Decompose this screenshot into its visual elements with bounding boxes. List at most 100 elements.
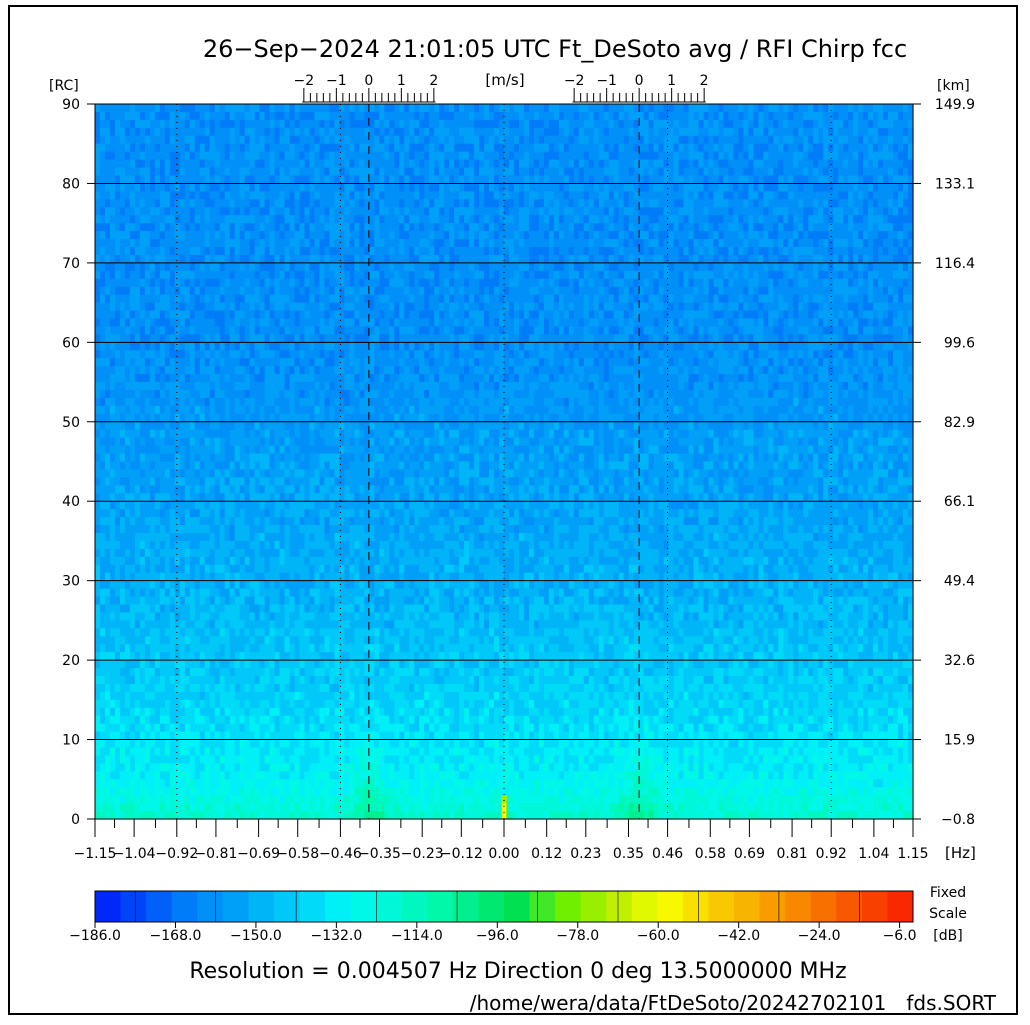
heatmap-cell	[174, 183, 181, 192]
heatmap-cell	[713, 334, 720, 343]
heatmap-cell	[454, 326, 460, 335]
heatmap-cell	[808, 183, 814, 192]
heatmap-cell	[404, 239, 410, 248]
heatmap-cell	[683, 318, 690, 328]
heatmap-cell	[553, 159, 560, 169]
heatmap-cell	[489, 191, 495, 200]
heatmap-cell	[618, 111, 625, 121]
heatmap-cell	[434, 104, 440, 113]
heatmap-cell	[738, 215, 745, 224]
heatmap-cell	[638, 326, 645, 335]
heatmap-cell	[284, 159, 291, 169]
heatmap-cell	[459, 199, 465, 208]
heatmap-cell	[309, 143, 316, 153]
heatmap-cell	[444, 310, 450, 320]
heatmap-cell	[474, 326, 480, 335]
heatmap-cell	[563, 119, 570, 129]
heatmap-cell	[194, 302, 201, 312]
heatmap-cell	[803, 119, 809, 129]
heatmap-cell	[653, 143, 660, 153]
heatmap-cell	[389, 223, 395, 232]
heatmap-cell	[908, 135, 914, 145]
heatmap-cell	[858, 326, 864, 335]
heatmap-cell	[588, 167, 595, 177]
heatmap-cell	[893, 247, 899, 256]
heatmap-cell	[608, 278, 615, 288]
heatmap-cell	[429, 191, 435, 200]
heatmap-cell	[199, 239, 206, 248]
heatmap-cell	[139, 278, 146, 288]
heatmap-cell	[613, 278, 620, 288]
heatmap-cell	[124, 183, 131, 192]
heatmap-cell	[898, 215, 904, 224]
heatmap-cell	[703, 183, 710, 192]
heatmap-cell	[598, 183, 605, 192]
heatmap-cell	[359, 111, 365, 121]
heatmap-cell	[543, 175, 550, 185]
heatmap-cell	[229, 183, 236, 192]
heatmap-cell	[274, 111, 281, 121]
heatmap-cell	[763, 254, 769, 264]
heatmap-cell	[773, 143, 779, 153]
heatmap-cell	[653, 318, 660, 328]
heatmap-cell	[214, 239, 221, 248]
heatmap-cell	[828, 159, 834, 169]
heatmap-cell	[469, 247, 475, 256]
heatmap-cell	[653, 223, 660, 232]
heatmap-cell	[359, 310, 365, 320]
heatmap-cell	[124, 104, 131, 113]
heatmap-cell	[114, 239, 121, 248]
heatmap-cell	[489, 127, 495, 137]
heatmap-cell	[648, 326, 655, 335]
heatmap-cell	[349, 191, 355, 200]
heatmap-cell	[853, 167, 859, 177]
heatmap-cell	[608, 302, 615, 312]
heatmap-cell	[374, 175, 380, 185]
heatmap-cell	[359, 104, 365, 113]
heatmap-cell	[568, 183, 575, 192]
heatmap-cell	[269, 199, 276, 208]
heatmap-cell	[773, 318, 779, 328]
heatmap-cell	[95, 294, 101, 304]
heatmap-cell	[424, 199, 430, 208]
heatmap-cell	[249, 119, 256, 129]
heatmap-cell	[803, 143, 809, 153]
heatmap-cell	[459, 159, 465, 169]
heatmap-cell	[274, 207, 281, 216]
heatmap-cell	[434, 143, 440, 153]
heatmap-cell	[523, 191, 530, 200]
heatmap-cell	[533, 215, 540, 224]
heatmap-cell	[633, 326, 640, 335]
heatmap-cell	[224, 247, 231, 256]
heatmap-cell	[229, 294, 236, 304]
heatmap-cell	[583, 143, 590, 153]
heatmap-cell	[274, 215, 281, 224]
heatmap-cell	[558, 326, 565, 335]
heatmap-cell	[738, 119, 745, 129]
heatmap-cell	[523, 334, 530, 343]
heatmap-cell	[523, 215, 530, 224]
heatmap-cell	[648, 127, 655, 137]
heatmap-cell	[873, 143, 879, 153]
heatmap-cell	[329, 199, 336, 208]
heatmap-cell	[409, 302, 415, 312]
heatmap-cell	[414, 270, 420, 280]
heatmap-cell	[908, 254, 914, 264]
heatmap-cell	[648, 135, 655, 145]
heatmap-cell	[214, 270, 221, 280]
heatmap-cell	[194, 294, 201, 304]
heatmap-cell	[244, 215, 251, 224]
heatmap-cell	[873, 294, 879, 304]
heatmap-cell	[264, 199, 271, 208]
heatmap-cell	[134, 302, 141, 312]
heatmap-cell	[678, 207, 685, 216]
heatmap-cell	[698, 135, 705, 145]
heatmap-cell	[364, 119, 370, 129]
heatmap-cell	[274, 294, 281, 304]
heatmap-cell	[748, 239, 754, 248]
heatmap-cell	[254, 159, 261, 169]
heatmap-cell	[828, 254, 834, 264]
heatmap-cell	[898, 151, 904, 161]
heatmap-cell	[878, 326, 884, 335]
heatmap-cell	[668, 159, 675, 169]
